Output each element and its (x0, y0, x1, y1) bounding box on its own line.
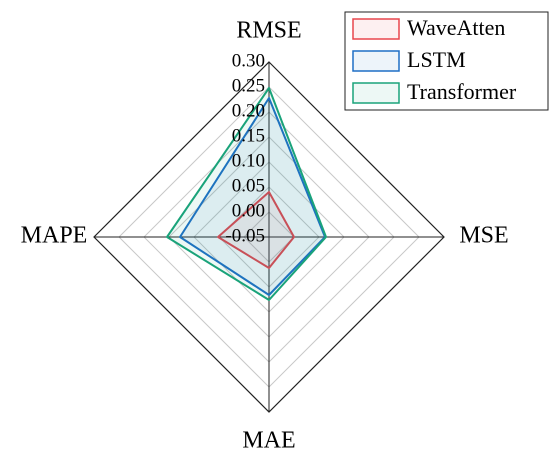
legend-swatch (352, 82, 400, 104)
category-label: MAE (242, 428, 295, 454)
legend-label: WaveAtten (407, 15, 505, 40)
series-area (217, 191, 295, 269)
legend-label: LSTM (407, 47, 466, 72)
legend-box (344, 11, 549, 111)
legend-swatch (352, 18, 400, 40)
category-label: MSE (459, 223, 508, 249)
category-label: MAPE (21, 223, 88, 249)
legend-label: Transformer (407, 79, 517, 104)
radial-tick-label: 0.20 (232, 100, 265, 121)
radial-tick-label: 0.00 (232, 200, 265, 221)
radial-tick-label: 0.15 (232, 125, 265, 146)
radial-tick-label: 0.30 (232, 50, 265, 71)
radial-tick-label: 0.10 (232, 150, 265, 171)
category-label: RMSE (236, 18, 301, 44)
radial-tick-label: 0.25 (232, 75, 265, 96)
radial-tick-label: -0.05 (225, 225, 265, 246)
legend-swatch (352, 50, 400, 72)
series-area (166, 87, 327, 301)
radial-tick-label: 0.05 (232, 175, 265, 196)
series-area (179, 97, 326, 296)
